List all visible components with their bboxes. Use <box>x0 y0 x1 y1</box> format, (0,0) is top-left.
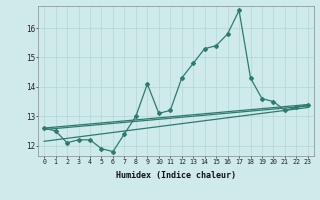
X-axis label: Humidex (Indice chaleur): Humidex (Indice chaleur) <box>116 171 236 180</box>
